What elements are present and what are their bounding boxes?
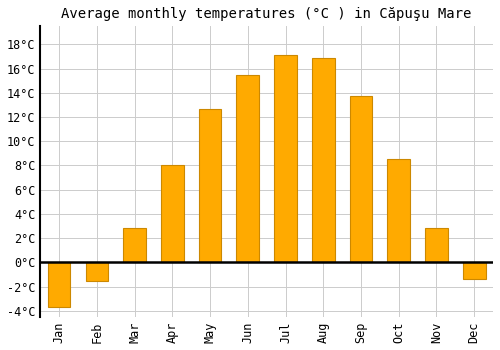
Bar bbox=[86, 262, 108, 280]
Bar bbox=[274, 55, 297, 262]
Bar bbox=[161, 166, 184, 262]
Bar bbox=[350, 97, 372, 262]
Bar bbox=[463, 262, 485, 279]
Bar bbox=[388, 160, 410, 262]
Bar bbox=[48, 262, 70, 307]
Bar bbox=[199, 108, 222, 262]
Bar bbox=[236, 75, 259, 262]
Title: Average monthly temperatures (°C ) in Căpuşu Mare: Average monthly temperatures (°C ) in Că… bbox=[62, 7, 472, 21]
Bar bbox=[312, 58, 334, 262]
Bar bbox=[124, 229, 146, 262]
Bar bbox=[425, 229, 448, 262]
